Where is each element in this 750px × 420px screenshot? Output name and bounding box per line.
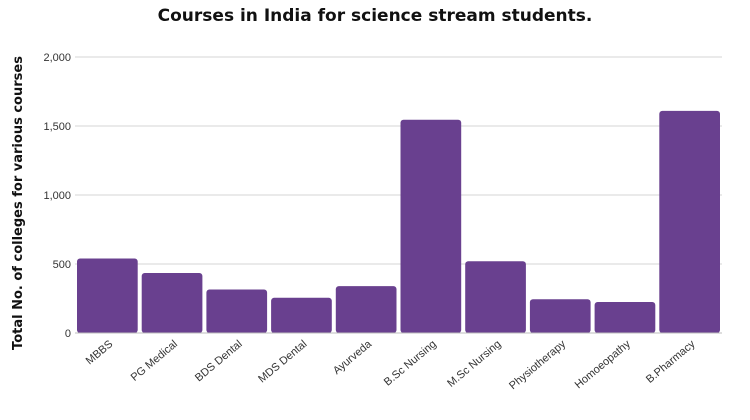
x-tick-label: PG Medical [129,338,180,384]
bar-homoeopathy [594,301,656,333]
x-axis-categories: MBBS PG Medical BDS Dental MDS Dental Ayurve… [84,338,698,393]
bars [77,110,720,333]
y-tick-label: 500 [53,259,71,271]
bar-mbbs [77,258,138,333]
bar-physiotherapy [529,299,591,333]
bar-b-sc-nursing [400,119,462,333]
bar-ayurveda [335,286,397,333]
x-tick-label: B.Pharmacy [644,338,698,386]
y-tick-label: 1,500 [43,121,71,133]
chart-title: Courses in India for science stream stud… [157,6,593,26]
y-tick-label: 0 [65,328,71,340]
x-tick-label: Homoeopathy [573,338,634,392]
y-tick-label: 2,000 [43,52,71,64]
bar-m-sc-nursing [465,261,526,333]
y-axis-ticks: 0 500 1,000 1,500 2,000 [43,52,71,340]
x-tick-label: BDS Dental [193,338,245,384]
x-tick-label: M.Sc Nursing [445,338,503,390]
bar-pg-medical [141,272,203,333]
bar-b-pharmacy [659,110,720,333]
x-tick-label: Physiotherapy [507,338,568,392]
bar-bds-dental [206,289,268,333]
x-tick-label: B.Sc Nursing [382,338,439,388]
gridlines [75,56,722,265]
y-tick-label: 1,000 [43,190,71,202]
bar-mds-dental [271,297,332,333]
y-axis-label: Total No. of colleges for various course… [11,56,26,350]
x-tick-label: MDS Dental [256,338,309,385]
x-tick-label: Ayurveda [331,338,375,378]
x-tick-label: MBBS [84,338,116,367]
